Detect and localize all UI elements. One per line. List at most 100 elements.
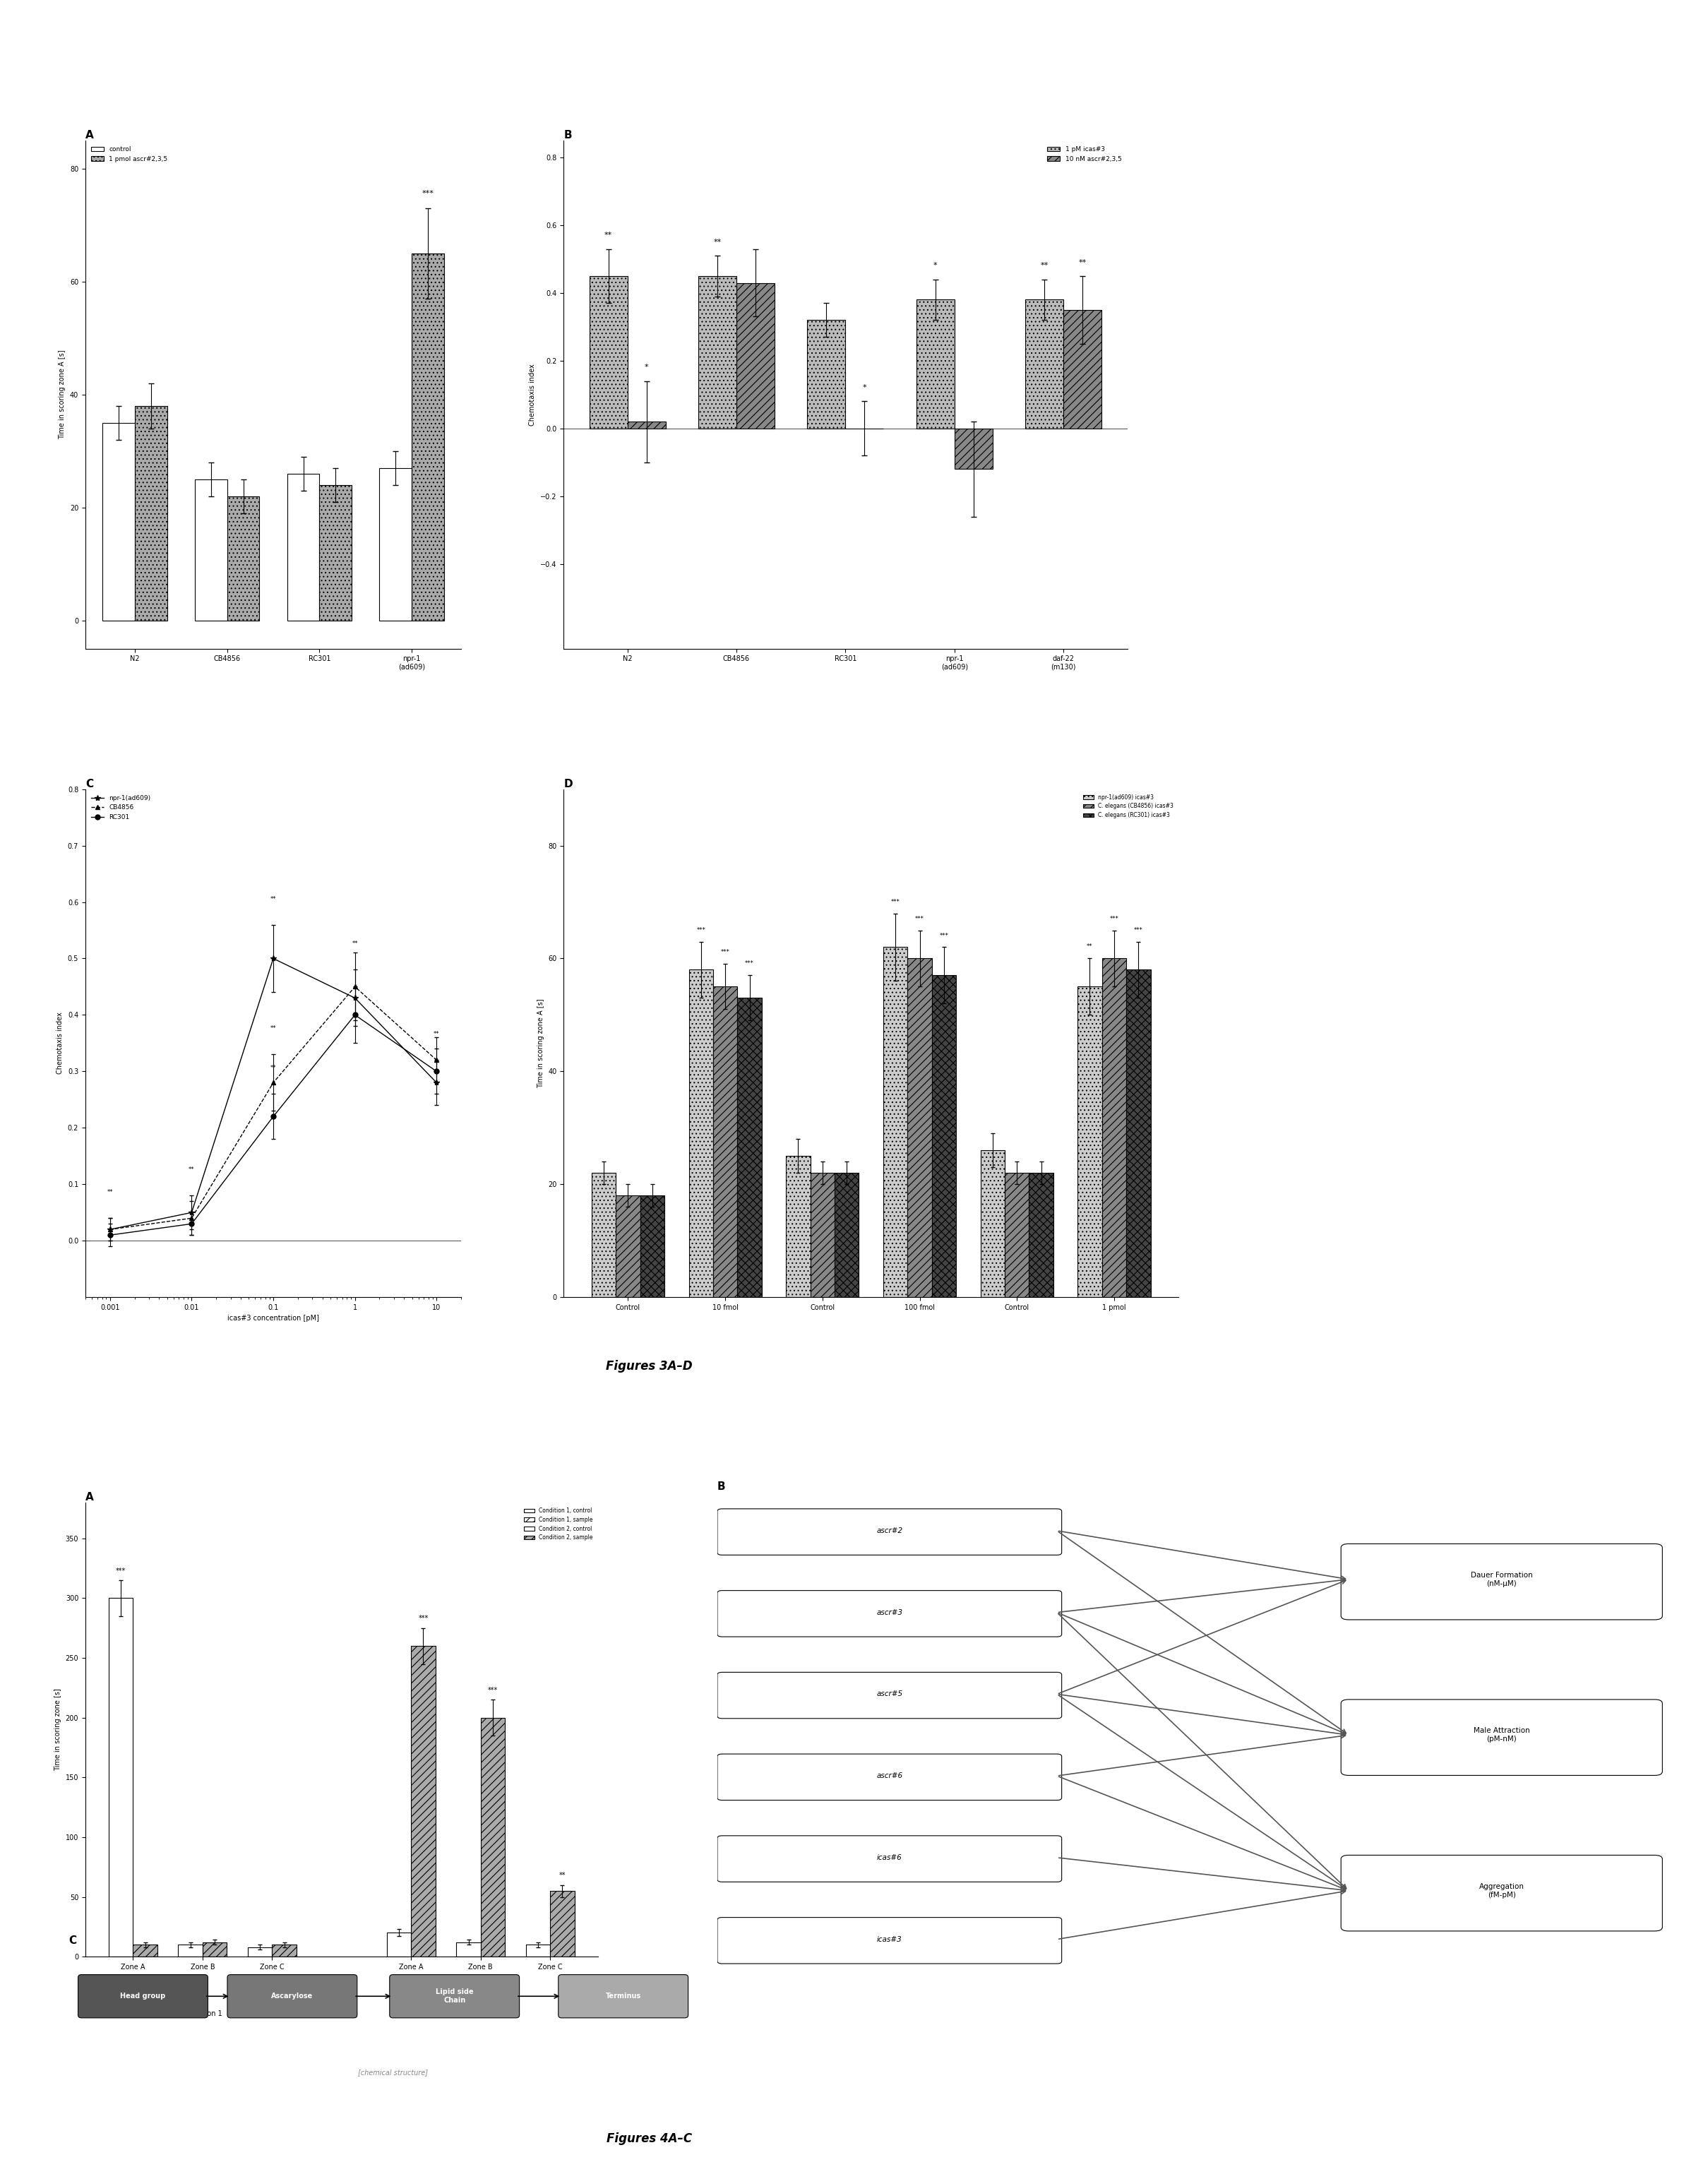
Legend: npr-1(ad609) icas#3, C. elegans (CB4856) icas#3, C. elegans (RC301) icas#3: npr-1(ad609) icas#3, C. elegans (CB4856)… bbox=[1081, 791, 1175, 822]
Legend: control, 1 pmol ascr#2,3,5: control, 1 pmol ascr#2,3,5 bbox=[89, 143, 171, 164]
Legend: Condition 1, control, Condition 1, sample, Condition 2, control, Condition 2, sa: Condition 1, control, Condition 1, sampl… bbox=[521, 1505, 594, 1544]
Text: ascr#3: ascr#3 bbox=[876, 1609, 902, 1615]
FancyBboxPatch shape bbox=[717, 1918, 1062, 1963]
Text: ***: *** bbox=[745, 960, 753, 966]
Text: B: B bbox=[564, 130, 572, 141]
Text: icas#3: icas#3 bbox=[876, 1935, 902, 1944]
FancyBboxPatch shape bbox=[1341, 1855, 1662, 1931]
Bar bbox=[550, 1892, 574, 1957]
Text: **: ** bbox=[559, 1872, 565, 1879]
Bar bbox=[617, 1196, 640, 1297]
RC301 bbox=[427, 1059, 447, 1085]
Bar bbox=[1028, 1174, 1054, 1297]
FancyBboxPatch shape bbox=[717, 1509, 1062, 1554]
Line: npr-1(ad609): npr-1(ad609) bbox=[108, 956, 439, 1232]
Text: ***: *** bbox=[697, 927, 705, 934]
Text: C: C bbox=[68, 1935, 77, 1946]
Bar bbox=[287, 473, 319, 620]
Text: A: A bbox=[85, 130, 94, 141]
Text: **: ** bbox=[270, 895, 277, 902]
CB4856 bbox=[345, 973, 366, 999]
Bar bbox=[915, 301, 955, 428]
Text: A: A bbox=[85, 1492, 94, 1503]
Text: **: ** bbox=[1079, 259, 1086, 266]
Text: C: C bbox=[85, 778, 94, 789]
Text: **: ** bbox=[270, 1066, 277, 1072]
Text: *: * bbox=[644, 363, 649, 372]
Text: **: ** bbox=[188, 1167, 195, 1174]
Text: Ascarylose: Ascarylose bbox=[272, 1993, 313, 2000]
CB4856 bbox=[427, 1046, 447, 1072]
Text: *: * bbox=[933, 262, 938, 270]
Bar bbox=[736, 283, 775, 428]
Bar bbox=[1025, 301, 1064, 428]
Text: Aggregation
(fM-pM): Aggregation (fM-pM) bbox=[1479, 1883, 1524, 1898]
Bar bbox=[480, 1717, 506, 1957]
Text: ***: *** bbox=[915, 915, 924, 921]
Y-axis label: Time in scoring zone [s]: Time in scoring zone [s] bbox=[55, 1689, 61, 1771]
Text: **: ** bbox=[352, 940, 359, 947]
X-axis label: icas#3 concentration [pM]: icas#3 concentration [pM] bbox=[227, 1314, 319, 1323]
Text: ***: *** bbox=[116, 1567, 126, 1574]
Bar bbox=[272, 1944, 297, 1957]
Text: Male Attraction
(pM-nM): Male Attraction (pM-nM) bbox=[1474, 1727, 1530, 1743]
Bar bbox=[955, 428, 992, 469]
npr-1(ad609) bbox=[427, 1070, 447, 1096]
Text: Terminus: Terminus bbox=[606, 1993, 640, 2000]
Bar bbox=[203, 1941, 227, 1957]
FancyBboxPatch shape bbox=[717, 1591, 1062, 1637]
FancyBboxPatch shape bbox=[79, 1974, 208, 2017]
Text: **: ** bbox=[434, 1031, 439, 1038]
Text: icas#6: icas#6 bbox=[876, 1855, 902, 1861]
CB4856 bbox=[99, 1217, 120, 1243]
Bar bbox=[627, 422, 666, 428]
Bar bbox=[1078, 986, 1102, 1297]
Text: **: ** bbox=[108, 1189, 113, 1196]
Y-axis label: Time in scoring zone A [s]: Time in scoring zone A [s] bbox=[536, 999, 545, 1087]
Bar bbox=[699, 277, 736, 428]
npr-1(ad609) bbox=[99, 1217, 120, 1243]
Bar bbox=[980, 1150, 1004, 1297]
Bar bbox=[1064, 309, 1102, 428]
Bar bbox=[688, 971, 714, 1297]
Text: **: ** bbox=[605, 231, 611, 238]
Text: **: ** bbox=[714, 238, 721, 246]
Legend: 1 pM icas#3, 10 nM ascr#2,3,5: 1 pM icas#3, 10 nM ascr#2,3,5 bbox=[1045, 143, 1124, 164]
Text: [chemical structure]: [chemical structure] bbox=[359, 2069, 427, 2076]
Text: ***: *** bbox=[939, 932, 948, 938]
FancyBboxPatch shape bbox=[717, 1753, 1062, 1801]
RC301 bbox=[263, 1103, 284, 1129]
Text: ascr#5: ascr#5 bbox=[876, 1691, 902, 1697]
Bar bbox=[412, 253, 444, 620]
Text: *: * bbox=[863, 385, 866, 391]
Text: ***: *** bbox=[418, 1615, 429, 1622]
FancyBboxPatch shape bbox=[389, 1974, 519, 2017]
Text: ascr#2: ascr#2 bbox=[876, 1526, 902, 1535]
Bar bbox=[135, 406, 167, 620]
Text: ***: *** bbox=[721, 949, 729, 956]
CB4856 bbox=[263, 1070, 284, 1096]
Bar bbox=[640, 1196, 664, 1297]
Bar bbox=[907, 958, 933, 1297]
Text: ***: *** bbox=[1110, 915, 1119, 921]
Bar bbox=[379, 467, 412, 620]
Bar bbox=[591, 1174, 617, 1297]
RC301 bbox=[345, 1001, 366, 1027]
Bar bbox=[412, 1645, 436, 1957]
Text: ***: *** bbox=[1134, 927, 1143, 934]
Text: Dauer Formation
(nM-µM): Dauer Formation (nM-µM) bbox=[1471, 1572, 1532, 1587]
Bar bbox=[808, 320, 845, 428]
Text: B: B bbox=[717, 1481, 726, 1492]
Text: **: ** bbox=[270, 1025, 277, 1031]
FancyBboxPatch shape bbox=[717, 1671, 1062, 1719]
Bar bbox=[810, 1174, 835, 1297]
Bar bbox=[1004, 1174, 1028, 1297]
Text: Condition 2: Condition 2 bbox=[461, 2011, 500, 2017]
Text: Condition 1: Condition 1 bbox=[183, 2011, 222, 2017]
Bar bbox=[1102, 958, 1126, 1297]
Bar bbox=[386, 1933, 412, 1957]
Bar bbox=[248, 1948, 272, 1957]
Bar bbox=[133, 1944, 157, 1957]
Bar bbox=[738, 999, 762, 1297]
Text: ***: *** bbox=[422, 190, 434, 197]
